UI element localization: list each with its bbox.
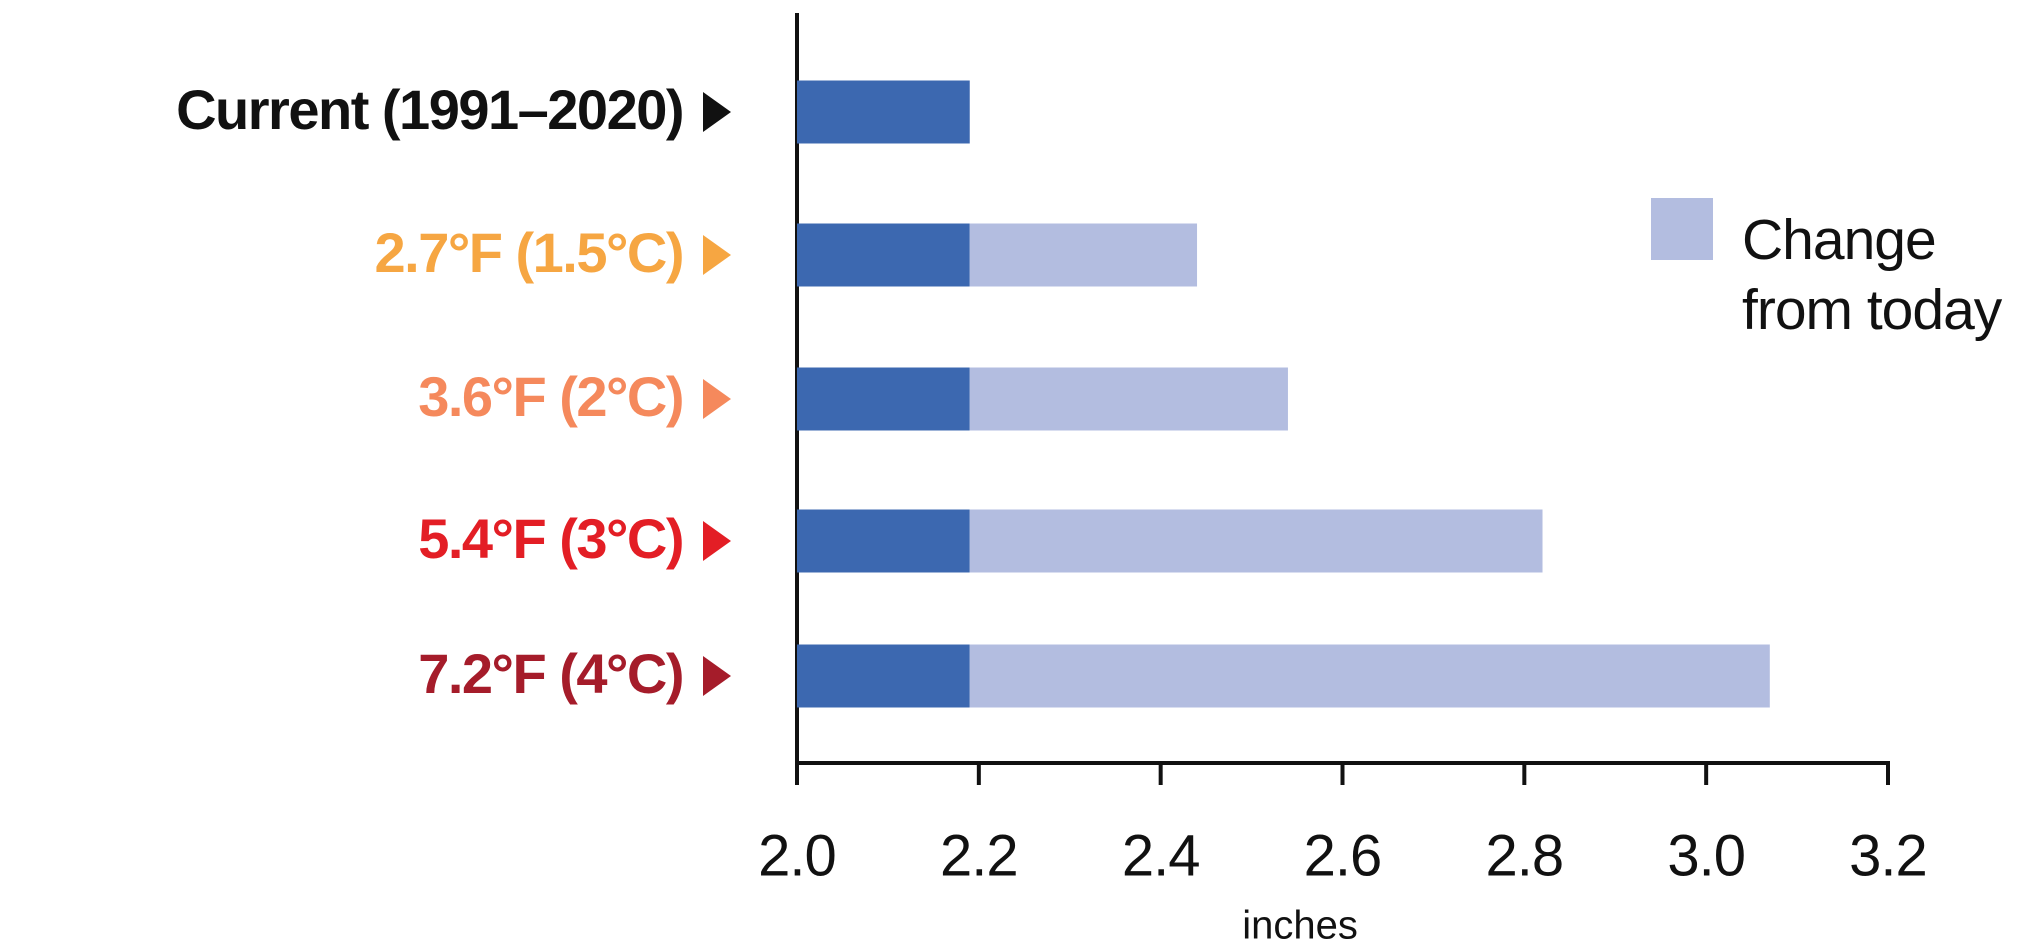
category-label: Current (1991–2020) <box>176 78 683 141</box>
x-tick-label: 2.0 <box>758 823 836 888</box>
category-label: 2.7°F (1.5°C) <box>375 221 684 284</box>
x-tick-label: 2.2 <box>940 823 1018 888</box>
legend-label: Change from today <box>1742 208 2002 342</box>
x-tick-label: 3.2 <box>1849 823 1927 888</box>
bar <box>797 80 970 144</box>
legend-swatch <box>1651 198 1713 260</box>
category-label: 5.4°F (3°C) <box>418 507 683 570</box>
x-tick-label: 3.0 <box>1667 823 1745 888</box>
x-tick-label: 2.4 <box>1122 823 1200 888</box>
x-tick-label: 2.8 <box>1486 823 1564 888</box>
bar <box>797 223 970 287</box>
category-marker <box>703 379 731 419</box>
category-marker <box>703 656 731 696</box>
bar <box>969 367 1288 431</box>
category-marker <box>703 92 731 132</box>
category-marker <box>703 521 731 561</box>
category-label: 3.6°F (2°C) <box>418 365 683 428</box>
bar <box>797 644 970 708</box>
category-marker <box>703 235 731 275</box>
bar <box>969 509 1543 573</box>
bar <box>969 223 1198 287</box>
x-axis-title: inches <box>1242 904 1358 945</box>
bar <box>797 509 970 573</box>
bar <box>969 644 1770 708</box>
x-tick-label: 2.6 <box>1304 823 1382 888</box>
category-label: 7.2°F (4°C) <box>418 642 683 705</box>
bar <box>797 367 970 431</box>
